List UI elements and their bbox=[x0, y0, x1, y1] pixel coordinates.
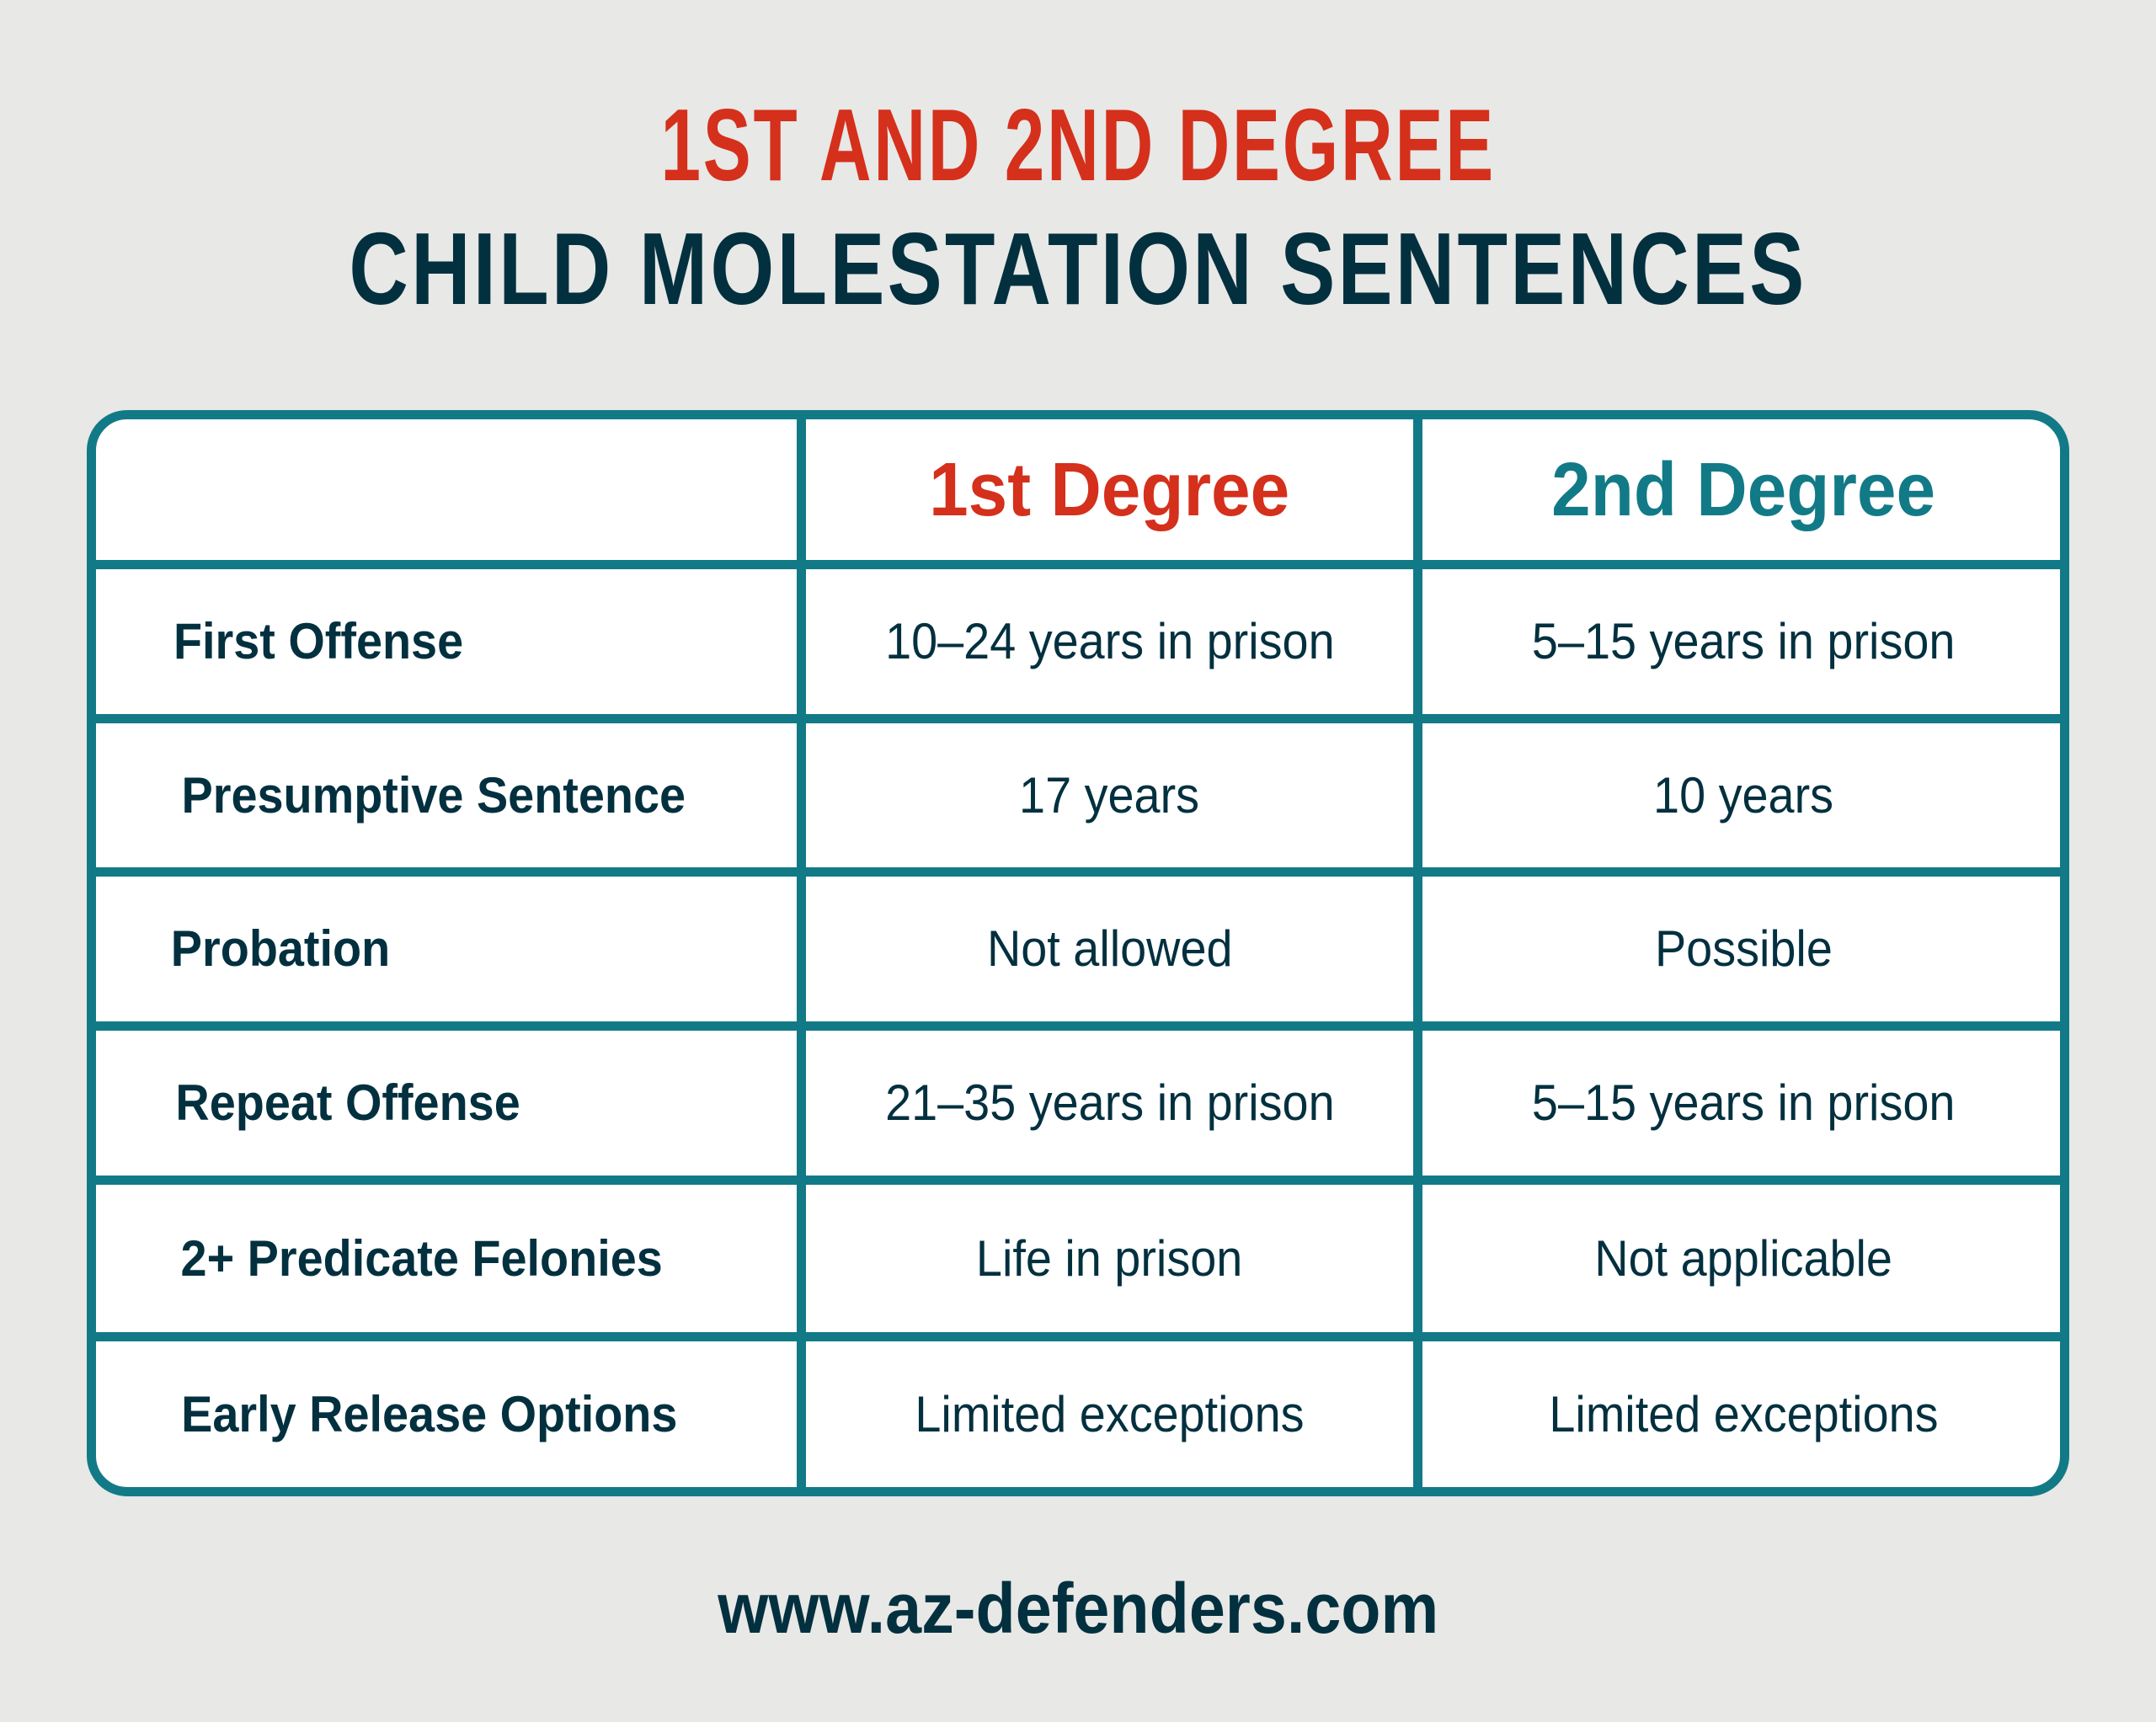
website-url: www.az-defenders.com bbox=[0, 1573, 2156, 1644]
row-label-text: 2+ Predicate Felonies bbox=[180, 1229, 663, 1287]
cell-presumptive-2nd: 10 years bbox=[1427, 723, 2060, 867]
cell-text: 10–24 years in prison bbox=[884, 613, 1335, 669]
cell-early-release-2nd: Limited exceptions bbox=[1427, 1341, 2060, 1487]
cell-text: Limited exceptions bbox=[1548, 1385, 1939, 1442]
cell-predicate-2nd: Not applicable bbox=[1427, 1185, 2060, 1332]
row-divider-5 bbox=[96, 1332, 2060, 1341]
cell-text: 17 years bbox=[1019, 766, 1200, 824]
row-label-text: Presumptive Sentence bbox=[181, 766, 686, 824]
row-label-repeat-offense: Repeat Offense bbox=[163, 1031, 786, 1176]
row-label-predicate-felonies: 2+ Predicate Felonies bbox=[163, 1185, 786, 1332]
row-label-text: Early Release Options bbox=[181, 1385, 678, 1442]
title-line-1-text: 1ST AND 2ND DEGREE bbox=[660, 88, 1496, 202]
sentences-table bbox=[87, 410, 2069, 1496]
cell-text: 5–15 years in prison bbox=[1531, 1074, 1956, 1131]
column-divider-1 bbox=[797, 419, 806, 1487]
row-divider-1 bbox=[96, 714, 2060, 723]
row-divider-header bbox=[96, 560, 2060, 569]
title-line-1: 1ST AND 2ND DEGREE bbox=[0, 93, 2156, 196]
cell-first-offense-2nd: 5–15 years in prison bbox=[1427, 569, 2060, 714]
cell-probation-1st: Not allowed bbox=[806, 877, 1413, 1021]
row-label-early-release: Early Release Options bbox=[163, 1341, 786, 1487]
cell-text: Limited exceptions bbox=[915, 1385, 1305, 1442]
row-label-text: First Offense bbox=[173, 613, 464, 669]
column-header-2nd-degree-text: 2nd Degree bbox=[1551, 447, 1935, 532]
column-header-1st-degree-text: 1st Degree bbox=[929, 447, 1290, 532]
cell-repeat-1st: 21–35 years in prison bbox=[806, 1031, 1413, 1176]
row-label-text: Repeat Offense bbox=[175, 1074, 520, 1131]
cell-predicate-1st: Life in prison bbox=[806, 1185, 1413, 1332]
website-url-text: www.az-defenders.com bbox=[717, 1569, 1439, 1648]
cell-text: 21–35 years in prison bbox=[884, 1074, 1335, 1131]
cell-text: 10 years bbox=[1652, 766, 1834, 824]
cell-presumptive-1st: 17 years bbox=[806, 723, 1413, 867]
cell-repeat-2nd: 5–15 years in prison bbox=[1427, 1031, 2060, 1176]
row-divider-2 bbox=[96, 867, 2060, 877]
column-header-1st-degree: 1st Degree bbox=[806, 419, 1413, 560]
row-divider-4 bbox=[96, 1176, 2060, 1185]
cell-text: Not applicable bbox=[1594, 1229, 1892, 1287]
column-divider-2 bbox=[1413, 419, 1422, 1487]
column-header-2nd-degree: 2nd Degree bbox=[1427, 419, 2060, 560]
title-line-2: CHILD MOLESTATION SENTENCES bbox=[0, 217, 2156, 320]
row-divider-3 bbox=[96, 1021, 2060, 1031]
row-label-presumptive-sentence: Presumptive Sentence bbox=[163, 723, 786, 867]
cell-text: Life in prison bbox=[976, 1229, 1243, 1287]
title-line-2-text: CHILD MOLESTATION SENTENCES bbox=[349, 211, 1807, 326]
cell-probation-2nd: Possible bbox=[1427, 877, 2060, 1021]
cell-text: Not allowed bbox=[986, 920, 1233, 977]
row-label-text: Probation bbox=[170, 920, 391, 977]
cell-text: Possible bbox=[1654, 920, 1833, 977]
row-label-first-offense: First Offense bbox=[163, 569, 786, 714]
cell-early-release-1st: Limited exceptions bbox=[806, 1341, 1413, 1487]
row-label-probation: Probation bbox=[163, 877, 786, 1021]
cell-text: 5–15 years in prison bbox=[1531, 613, 1956, 669]
cell-first-offense-1st: 10–24 years in prison bbox=[806, 569, 1413, 714]
